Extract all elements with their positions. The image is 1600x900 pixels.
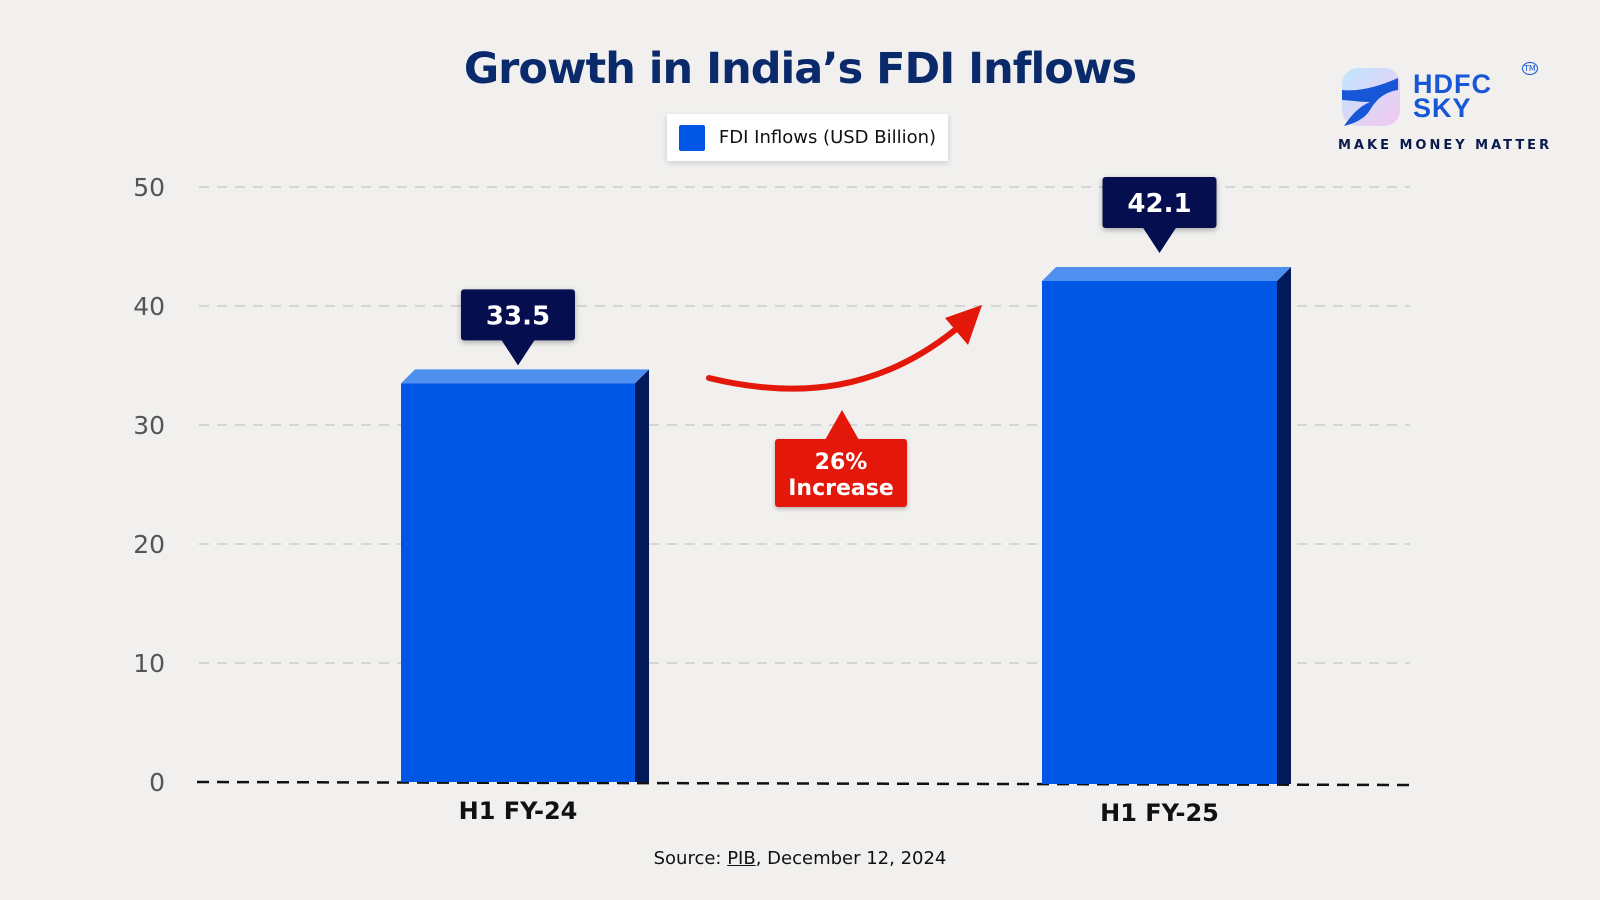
increase-text: Increase	[788, 476, 894, 501]
y-tick-label: 40	[133, 292, 165, 321]
logo-text-sky: SKY	[1413, 93, 1472, 123]
bar-side	[635, 369, 649, 782]
data-label-box	[1102, 177, 1217, 229]
bar-top	[1042, 267, 1291, 282]
baseline	[196, 780, 1411, 787]
bar-top	[401, 369, 649, 384]
data-label-box	[461, 289, 575, 341]
y-tick-label: 10	[133, 649, 165, 678]
source-note: Source: PIB, December 12, 2024	[0, 848, 1600, 869]
bar-side	[1277, 267, 1291, 784]
source-prefix: Source:	[653, 848, 728, 869]
data-label-pointer	[501, 339, 535, 366]
y-tick-label: 50	[133, 173, 165, 202]
y-tick-label: 0	[149, 768, 165, 797]
increase-arrow	[706, 305, 982, 392]
data-label-pointer	[1142, 227, 1177, 254]
legend-label: FDI Inflows (USD Billion)	[718, 127, 937, 148]
source-link[interactable]: PIB	[727, 848, 756, 869]
logo-text-hdfc: HDFC	[1413, 69, 1492, 99]
increase-callout: 26% Increase	[775, 410, 907, 507]
source-date: , December 12, 2024	[755, 848, 947, 869]
arrow-curve	[706, 327, 958, 392]
logo-mark-icon	[1342, 68, 1400, 126]
arrow-head-icon	[945, 305, 982, 345]
data-label: 42.1	[1127, 189, 1191, 219]
data-label: 33.5	[486, 301, 550, 331]
chart-title: Growth in India’s FDI Inflows	[463, 44, 1137, 94]
y-tick-label: 20	[133, 530, 165, 559]
hdfc-sky-logo: HDFC SKY TM MAKE MONEY MATTER	[1338, 62, 1549, 162]
bar	[401, 383, 635, 782]
x-tick-label: H1 FY-24	[459, 797, 578, 825]
legend-swatch	[678, 124, 705, 151]
bar	[1042, 281, 1277, 784]
legend: FDI Inflows (USD Billion)	[667, 114, 948, 161]
y-tick-label: 30	[133, 411, 165, 440]
logo-tagline: MAKE MONEY MATTER	[1338, 138, 1553, 153]
trademark: TM	[1522, 62, 1538, 75]
x-tick-label: H1 FY-25	[1100, 799, 1219, 827]
increase-percent: 26%	[815, 450, 868, 475]
